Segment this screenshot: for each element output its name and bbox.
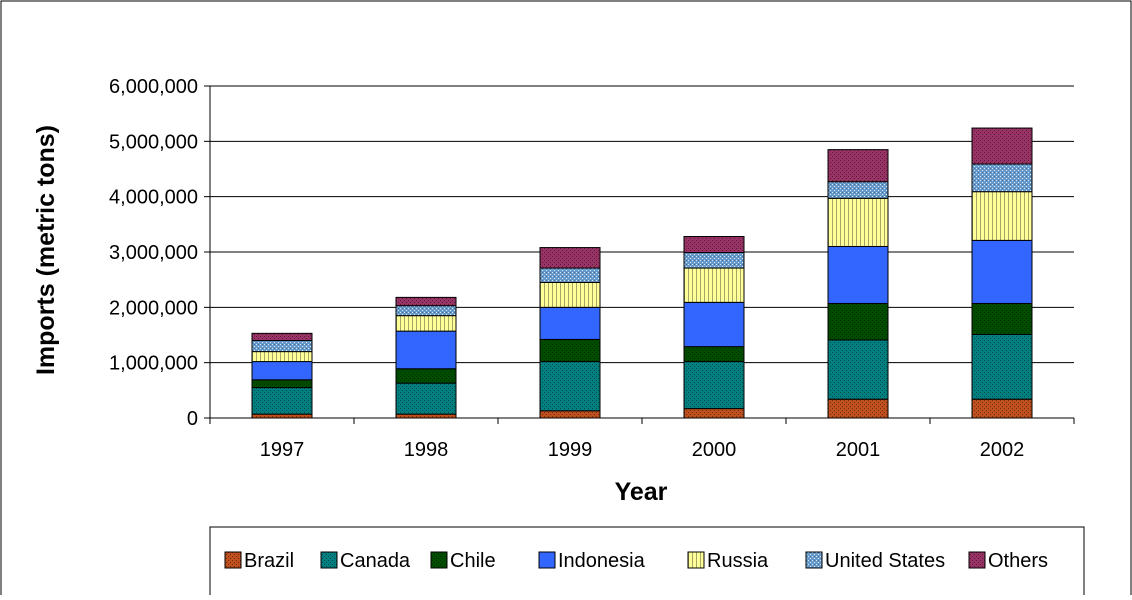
bar-segment-others-1997 [251, 332, 313, 342]
legend-swatch-others [968, 551, 986, 569]
legend-label-united-states: United States [825, 550, 945, 572]
bar-segment-indonesia-1997 [251, 361, 313, 381]
y-tick-label: 3,000,000 [109, 242, 198, 264]
y-tick-label: 1,000,000 [109, 353, 198, 375]
bar-segment-brazil-1997 [251, 413, 313, 419]
legend-label-canada: Canada [340, 550, 411, 572]
bar-segment-united-states-2001 [827, 181, 889, 199]
y-tick-label: 4,000,000 [109, 187, 198, 209]
legend-label-chile: Chile [450, 550, 496, 572]
bar-segment-others-1999 [539, 247, 601, 269]
bar-segment-united-states-2000 [683, 252, 745, 269]
bar-segment-brazil-2000 [683, 408, 745, 419]
legend-label-brazil: Brazil [244, 550, 294, 572]
bar-segment-indonesia-1998 [395, 330, 457, 370]
y-tick-label: 2,000,000 [109, 297, 198, 319]
bar-segment-russia-1998 [395, 315, 457, 332]
bar-segment-indonesia-1999 [539, 306, 601, 340]
bar-segment-indonesia-2000 [683, 301, 745, 348]
x-tick-label: 2001 [836, 439, 881, 461]
bar-segment-canada-1998 [395, 382, 457, 415]
gridlines [210, 85, 1074, 364]
legend-swatch-united-states [805, 551, 823, 569]
bars [251, 127, 1033, 419]
bar-segment-chile-2001 [827, 302, 889, 341]
bar-segment-chile-2000 [683, 346, 745, 363]
bar-segment-others-2001 [827, 149, 889, 183]
bar-segment-canada-1999 [539, 361, 601, 412]
x-axis-title: Year [615, 478, 668, 506]
legend-label-indonesia: Indonesia [558, 550, 646, 572]
bar-segment-russia-1997 [251, 351, 313, 363]
bar-segment-canada-2001 [827, 339, 889, 400]
legend-swatch-russia [687, 551, 705, 569]
bar-segment-united-states-1998 [395, 305, 457, 317]
x-tick-label: 2002 [980, 439, 1025, 461]
y-tick-label: 5,000,000 [109, 131, 198, 153]
bar-segment-canada-2000 [683, 361, 745, 410]
y-tick-label: 0 [187, 408, 198, 430]
bar-segment-united-states-2002 [971, 163, 1033, 193]
legend-box [209, 526, 1085, 600]
bar-segment-brazil-2002 [971, 398, 1033, 419]
legend-label-others: Others [988, 550, 1048, 572]
bar-segment-canada-2002 [971, 333, 1033, 400]
bar-segment-russia-2001 [827, 197, 889, 247]
bar-segment-brazil-2001 [827, 398, 889, 419]
legend-swatch-chile [430, 551, 448, 569]
legend: Brazil Canada Chile Indonesia Russia United S… [209, 526, 1085, 600]
axes: 0 1,000,000 2,000,000 3,000,000 4,000,000 5,0… [109, 76, 1075, 461]
legend-label-russia: Russia [707, 550, 769, 572]
bar-segment-russia-2002 [971, 191, 1033, 241]
legend-swatch-indonesia [538, 551, 556, 569]
bar-segment-chile-1997 [251, 379, 313, 389]
x-tick-label: 1999 [548, 439, 593, 461]
y-axis-title: Imports (metric tons) [32, 125, 60, 375]
bar-segment-brazil-1998 [395, 413, 457, 419]
bar-segment-others-2002 [971, 127, 1033, 165]
bar-segment-russia-2000 [683, 267, 745, 303]
bar-segment-chile-1998 [395, 368, 457, 384]
x-tick-label: 1997 [260, 439, 305, 461]
bar-segment-chile-2002 [971, 302, 1033, 335]
bar-segment-chile-1999 [539, 338, 601, 363]
bar-segment-canada-1997 [251, 387, 313, 415]
bar-segment-united-states-1997 [251, 340, 313, 353]
bar-segment-others-2000 [683, 236, 745, 254]
y-tick-label: 6,000,000 [109, 76, 198, 98]
bar-segment-indonesia-2002 [971, 239, 1033, 304]
bar-segment-brazil-1999 [539, 410, 601, 419]
legend-swatch-canada [320, 551, 338, 569]
bar-segment-others-1998 [395, 296, 457, 307]
bar-segment-indonesia-2001 [827, 245, 889, 304]
legend-swatch-brazil [224, 551, 242, 569]
bar-segment-united-states-1999 [539, 267, 601, 283]
x-tick-label: 1998 [404, 439, 449, 461]
bar-segment-russia-1999 [539, 281, 601, 308]
x-tick-label: 2000 [692, 439, 737, 461]
